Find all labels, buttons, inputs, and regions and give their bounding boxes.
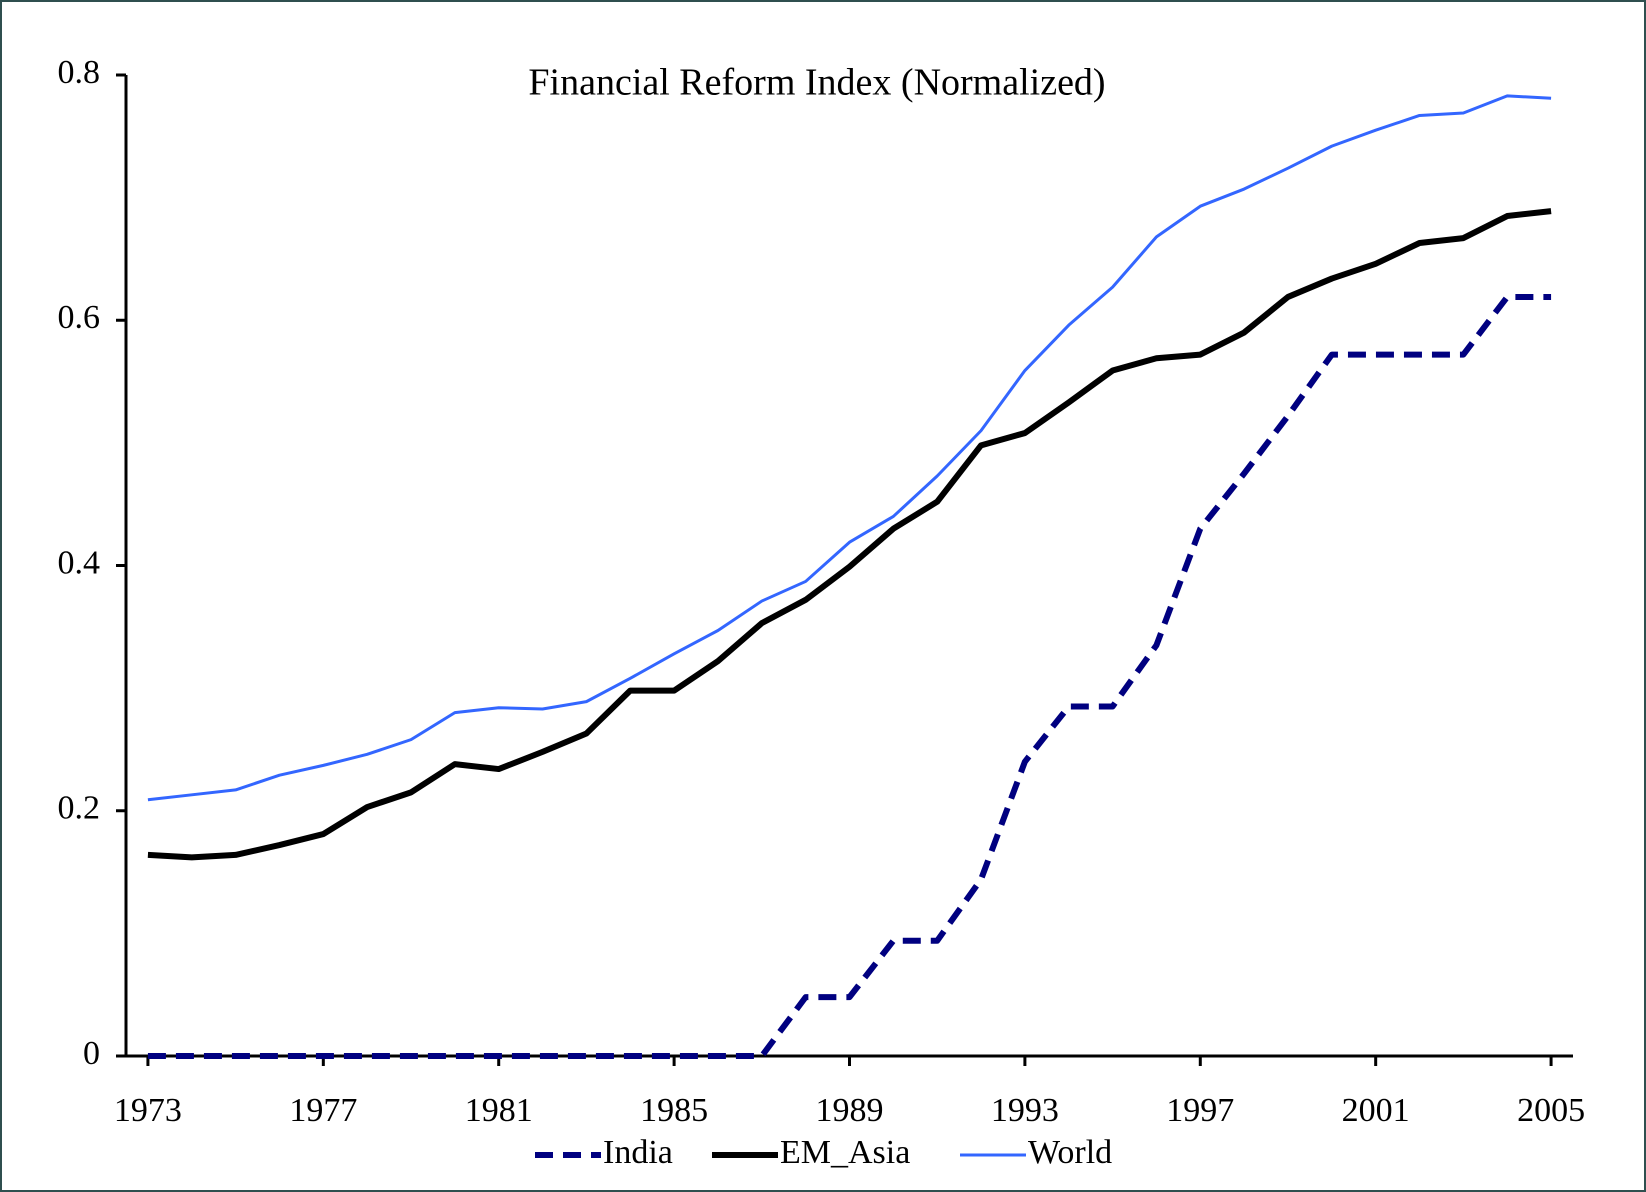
series-line [147,293,1552,1059]
x-tick-label: 1977 [289,1092,357,1129]
legend-label: EM_Asia [780,1134,910,1171]
x-tick-label: 1993 [991,1092,1059,1129]
chart-title: Financial Reform Index (Normalized) [528,62,1105,104]
x-tick-label: 2005 [1517,1092,1585,1129]
legend-label: World [1028,1134,1112,1171]
x-tick-label: 1989 [816,1092,884,1129]
y-tick-label: 0.6 [58,299,101,336]
legend-label: India [603,1134,673,1171]
x-tick-label: 1985 [640,1092,708,1129]
y-tick-label: 0.4 [58,544,101,581]
x-tick-label: 1997 [1166,1092,1234,1129]
series-line [147,94,1552,802]
x-tick-label: 1981 [465,1092,533,1129]
y-tick-label: 0 [83,1035,100,1072]
series-line [147,208,1552,861]
x-tick-label: 2001 [1342,1092,1410,1129]
y-tick-label: 0.8 [58,54,101,91]
x-tick-label: 1973 [114,1092,182,1129]
y-tick-label: 0.2 [58,790,101,827]
